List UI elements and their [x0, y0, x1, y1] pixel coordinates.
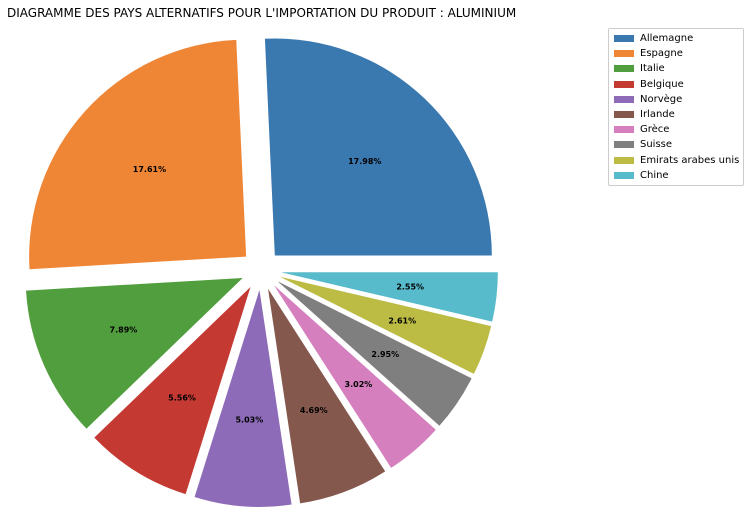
- legend-swatch: [614, 156, 634, 164]
- legend-label: Chine: [640, 169, 669, 181]
- pie-percent-label: 17.98%: [348, 157, 381, 166]
- legend-label: Emirats arabes unis: [640, 154, 740, 166]
- chart-legend: Allemagne Espagne Italie Belgique Norvège Irl…: [608, 28, 744, 186]
- legend-label: Norvège: [640, 93, 683, 105]
- legend-item: Emirats arabes unis: [609, 153, 743, 168]
- legend-item: Grèce: [609, 122, 743, 137]
- pie-percent-labels: 17.98% 17.61% 7.89% 5.56% 5.03% 4.69% 3.02% 2.9…: [110, 157, 425, 424]
- legend-item: Espagne: [609, 46, 743, 61]
- pie-percent-label: 2.95%: [371, 350, 399, 359]
- legend-swatch: [614, 65, 634, 73]
- legend-swatch: [614, 111, 634, 119]
- legend-label: Allemagne: [640, 33, 694, 45]
- pie-slice-gr-ce: [273, 285, 436, 468]
- legend-item: Chine: [609, 168, 743, 183]
- legend-label: Italie: [640, 63, 665, 75]
- legend-item: Irlande: [609, 107, 743, 122]
- pie-slice-irlande: [268, 288, 386, 504]
- pie-percent-label: 5.03%: [235, 415, 263, 424]
- pie-slice-suisse: [277, 281, 472, 426]
- pie-percent-label: 2.61%: [388, 317, 416, 326]
- pie-percent-label: 17.61%: [133, 165, 166, 174]
- legend-item: Suisse: [609, 137, 743, 152]
- pie-slices: [26, 38, 498, 507]
- pie-percent-label: 5.56%: [168, 393, 196, 402]
- legend-item: Norvège: [609, 92, 743, 107]
- pie-slice-belgique: [94, 287, 251, 495]
- legend-swatch: [614, 171, 634, 179]
- legend-swatch: [614, 126, 634, 134]
- legend-label: Suisse: [640, 139, 673, 151]
- legend-item: Belgique: [609, 77, 743, 92]
- legend-swatch: [614, 80, 634, 88]
- legend-item: Allemagne: [609, 31, 743, 46]
- pie-percent-label: 7.89%: [110, 326, 138, 335]
- legend-item: Italie: [609, 61, 743, 76]
- pie-percent-label: 3.02%: [345, 380, 373, 389]
- legend-label: Belgique: [640, 78, 684, 90]
- pie-slice-chine: [280, 272, 498, 322]
- pie-slice-espagne: [29, 39, 247, 270]
- legend-swatch: [614, 35, 634, 43]
- chart-title: DIAGRAMME DES PAYS ALTERNATIFS POUR L'IM…: [7, 6, 517, 20]
- legend-swatch: [614, 50, 634, 58]
- pie-slice-allemagne: [264, 38, 492, 256]
- pie-percent-label: 2.55%: [396, 283, 424, 292]
- pie-slice-norv-ge: [194, 289, 292, 507]
- pie-slice-italie: [26, 278, 243, 429]
- pie-slice-emirats-arabes-unis: [279, 276, 492, 374]
- legend-swatch: [614, 95, 634, 103]
- pie-percent-label: 4.69%: [300, 406, 328, 415]
- legend-label: Espagne: [640, 48, 683, 60]
- legend-swatch: [614, 141, 634, 149]
- legend-label: Irlande: [640, 109, 675, 121]
- legend-label: Grèce: [640, 124, 670, 136]
